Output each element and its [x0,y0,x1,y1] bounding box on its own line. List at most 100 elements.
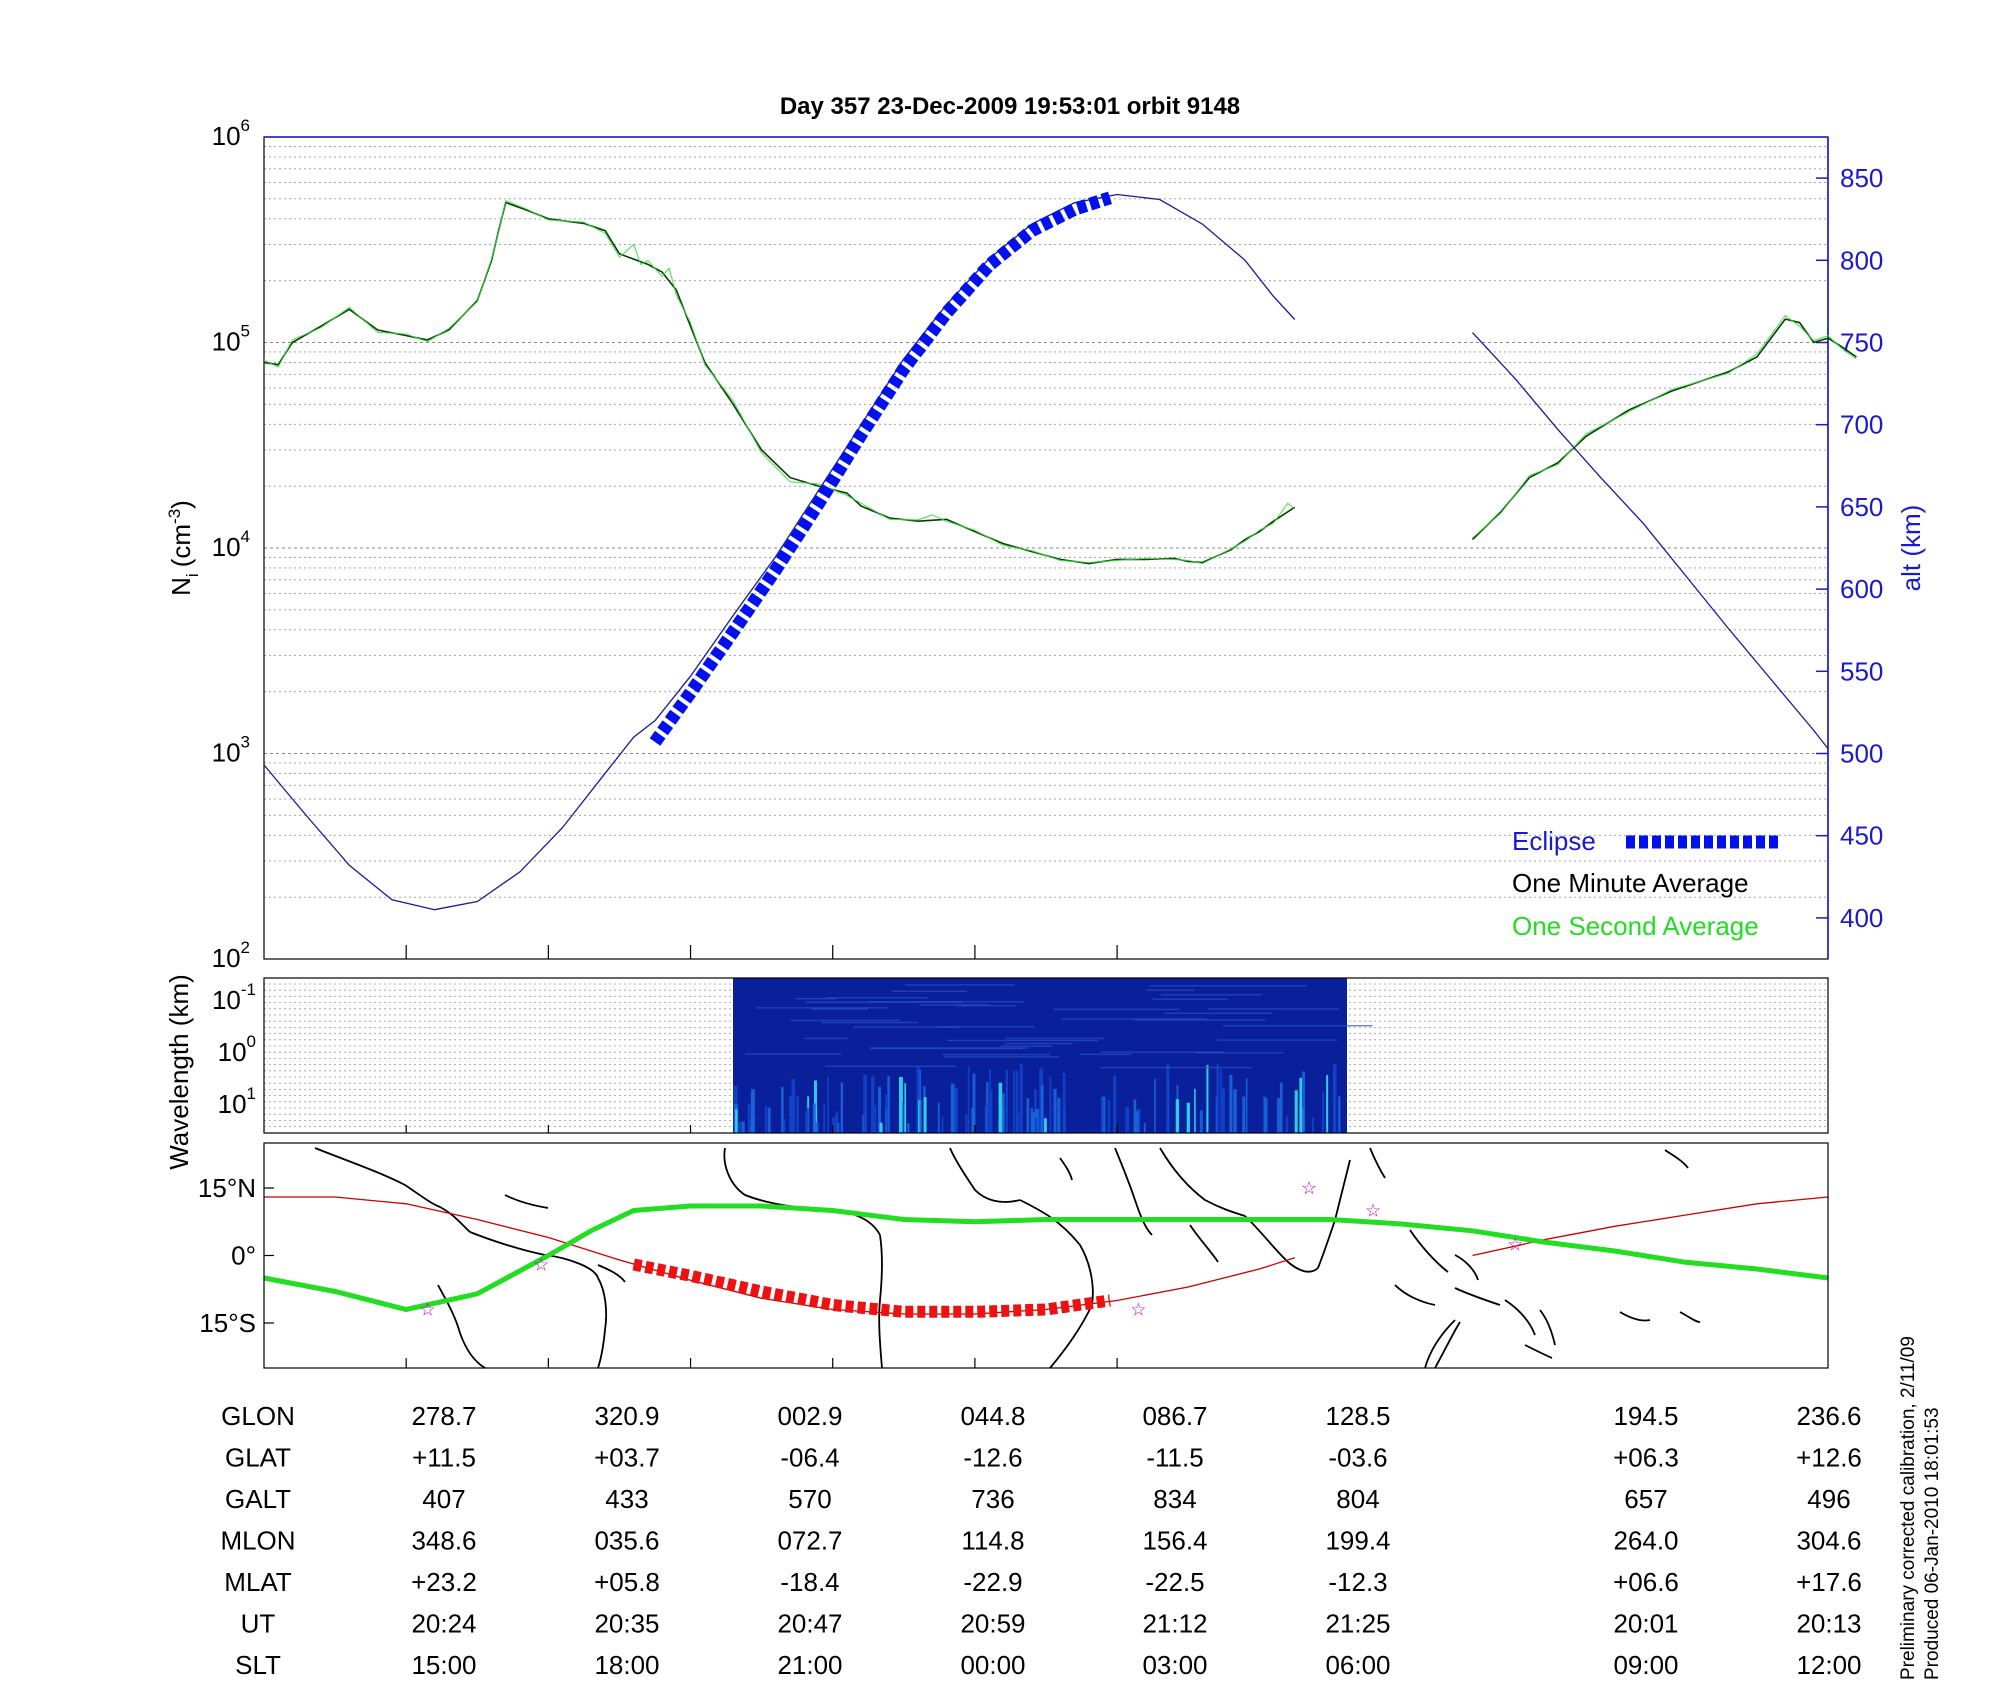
spectrogram-streak [1113,1075,1117,1133]
table-cell: 20:35 [594,1609,659,1639]
y-tick-label: 103 [212,733,250,768]
series-altitude [263,193,1296,911]
spectrogram-ylabel: Wavelength (km) [164,974,194,1170]
series-minute-average [263,201,1296,565]
map-eclipse-track [632,1258,1111,1318]
map-star-marker: ☆ [1130,1300,1146,1320]
spectrogram-streak [805,1112,809,1133]
y-tick-label: 106 [212,116,250,151]
spectrogram-frame [263,977,1829,1134]
spectrogram-streak [781,1086,784,1133]
spec-y-tick-label: 101 [218,1084,256,1119]
spectrogram-band [955,1004,1017,1007]
map-coastlines [314,1147,1701,1369]
spectrogram-streak [1133,1099,1137,1133]
spectrogram-image [733,978,1373,1133]
spectrogram-streak [885,1094,889,1133]
table-cell: -18.4 [780,1567,839,1597]
spectrogram-streak [1206,1064,1209,1133]
spectrogram-band [1133,1019,1266,1021]
spectrogram-band [1061,1018,1207,1020]
map-star-marker: ☆ [1365,1201,1381,1221]
spectrogram-band [1161,994,1262,996]
table-cell: -22.5 [1145,1567,1204,1597]
spectrogram-streak [1294,1090,1298,1133]
spectrogram-streak [923,1097,927,1133]
map-star-marker: ☆ [419,1300,435,1320]
map-frame [263,1142,1829,1369]
spectrogram-streak [904,1083,907,1133]
spectrogram-band [795,997,838,1000]
table-cell: +03.7 [594,1443,660,1473]
spectrogram-streak [816,1109,819,1133]
spectrogram-streak [953,1087,958,1133]
spectrogram-streak [1312,1117,1314,1133]
ylabel-close: ) [166,500,196,509]
map-tracks: ☆ ☆ ☆ ☆ ☆ ☆ [263,1178,1829,1320]
series-minute-average [1471,318,1857,541]
spectrogram-band [1152,998,1228,1000]
y2-tick-label: 400 [1840,903,1883,933]
spectrogram-streak [747,1103,751,1133]
spectrogram-streak [972,1073,976,1133]
spectrogram-band [1079,1053,1132,1056]
table-cell: 18:00 [594,1650,659,1680]
spectrogram-streak [1199,1110,1203,1133]
y2-tick-label: 750 [1840,328,1883,358]
density-ylabel: Ni (cm-3) [165,500,202,596]
table-cell: 570 [788,1484,831,1514]
spectrogram-streak [1154,1078,1156,1133]
spectrogram-streak [1186,1102,1190,1133]
y2-tick-label: 500 [1840,739,1883,769]
spectrogram-band [745,1053,842,1055]
map-ground-track [1472,1196,1829,1257]
spectrogram-band [1099,1066,1252,1069]
y2-tick-label: 550 [1840,656,1883,686]
spectrogram-streak [907,1122,910,1133]
spectrogram-streak [812,1103,816,1133]
spectrogram-streak [887,1076,890,1133]
legend-minute-label: One Minute Average [1512,868,1749,898]
spectrogram-streak [1005,1070,1009,1133]
y2-tick-label: 450 [1840,821,1883,851]
spectrogram-streak [1299,1077,1302,1133]
spectrogram-streak [1285,1116,1289,1133]
spectrogram-streak [1338,1096,1341,1133]
ylabel-n: N [166,577,196,596]
spectrogram-streak [1175,1099,1180,1133]
spectrogram-streak [990,1089,993,1133]
spectrogram-streak [1057,1097,1061,1133]
spectrogram-streak [1002,1107,1005,1133]
map-star-marker: ☆ [1301,1178,1317,1198]
spectrogram-band [1001,1045,1053,1047]
spectrogram-streak [1242,1096,1246,1133]
y2-tick-label: 600 [1840,574,1883,604]
table-cell: 156.4 [1142,1526,1207,1556]
table-cell: +11.5 [412,1443,476,1473]
table-cell: 20:24 [411,1609,476,1639]
table-row-label: GALT [225,1484,291,1514]
y2-tick-label: 650 [1840,492,1883,522]
table-cell: 035.6 [594,1526,659,1556]
spectrogram-streak [879,1122,883,1133]
map-ground-track [264,1196,1295,1315]
table-cell: +17.6 [1796,1567,1862,1597]
spectrogram-streak [1019,1063,1023,1133]
table-row-label: MLAT [224,1567,292,1597]
spectrogram-band [825,1065,956,1068]
table-cell: 12:00 [1796,1650,1861,1680]
spectrogram-band [853,1026,959,1028]
spectrogram-streak [789,1096,792,1133]
spectrogram-streak [1326,1075,1329,1133]
table-cell: 199.4 [1325,1526,1390,1556]
legend: Eclipse One Minute Average One Second Av… [1512,826,1778,941]
table-cell: 21:25 [1325,1609,1390,1639]
spectrogram-band [810,1008,868,1010]
spectrogram-streak [783,1118,786,1133]
spectrogram-streak [1322,1092,1325,1133]
spectrogram-streak [1166,1064,1170,1133]
table-cell: +06.3 [1613,1443,1679,1473]
spec-y-tick-label: 10-1 [212,980,256,1015]
spectrogram-band [1053,1008,1179,1011]
spectrogram-streak [871,1076,875,1133]
